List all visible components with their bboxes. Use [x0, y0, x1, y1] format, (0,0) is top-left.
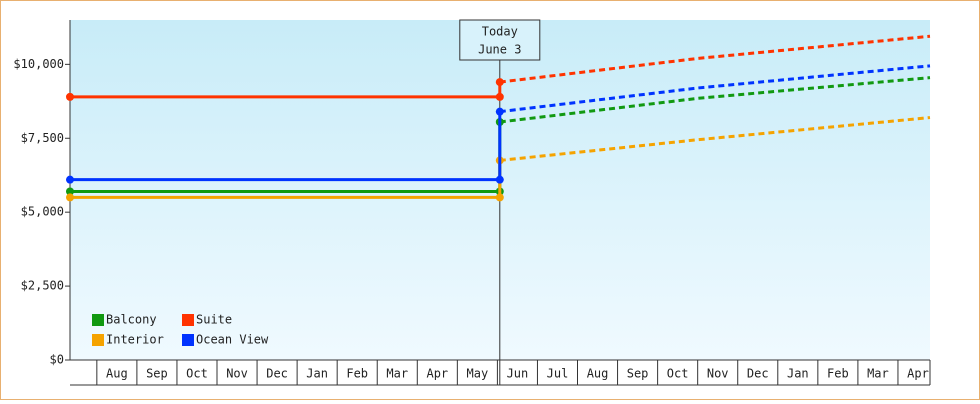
- x-tick-label: Feb: [827, 367, 849, 381]
- x-tick-label: Nov: [707, 367, 729, 381]
- legend-swatch: [182, 334, 194, 346]
- x-tick-label: Oct: [186, 367, 208, 381]
- x-tick-label: Dec: [747, 367, 769, 381]
- x-tick-label: Jan: [306, 367, 328, 381]
- point: [66, 187, 74, 196]
- point: [495, 78, 504, 87]
- point: [495, 175, 504, 184]
- x-tick-label: Nov: [226, 367, 248, 381]
- today-label: June 3: [478, 43, 521, 57]
- x-tick-label: Jul: [547, 367, 569, 381]
- x-tick-label: Apr: [907, 367, 929, 381]
- y-tick-label: $0: [50, 353, 64, 367]
- point: [66, 175, 74, 184]
- y-tick-label: $5,000: [21, 205, 64, 219]
- today-box: [459, 19, 541, 61]
- x-tick-label: Mar: [386, 367, 408, 381]
- y-tick-label: $2,500: [21, 279, 64, 293]
- y-tick-label: $7,500: [21, 131, 64, 145]
- forecast-line: [499, 116, 931, 162]
- legend-label: Ocean View: [196, 333, 269, 347]
- x-tick-label: Mar: [867, 367, 889, 381]
- forecast-line: [499, 34, 931, 84]
- point: [495, 107, 504, 116]
- y-tick-label: $10,000: [13, 57, 64, 71]
- forecast-line: [499, 76, 931, 124]
- forecast-line: [499, 64, 931, 114]
- x-tick-label: Apr: [426, 367, 448, 381]
- legend-label: Interior: [106, 333, 164, 347]
- x-tick-label: Sep: [627, 367, 649, 381]
- x-tick-label: Oct: [667, 367, 689, 381]
- legend-label: Suite: [196, 313, 232, 327]
- point: [66, 92, 74, 101]
- x-tick-label: May: [467, 367, 489, 381]
- point: [66, 193, 74, 202]
- x-tick-label: Jan: [787, 367, 809, 381]
- legend-swatch: [92, 314, 104, 326]
- point: [495, 193, 504, 202]
- x-tick-label: Feb: [346, 367, 368, 381]
- x-tick-label: Aug: [106, 367, 128, 381]
- point: [495, 92, 504, 101]
- x-tick-label: Aug: [587, 367, 609, 381]
- x-tick-label: Dec: [266, 367, 288, 381]
- x-tick-label: Sep: [146, 367, 168, 381]
- x-tick-label: Jun: [507, 367, 529, 381]
- legend-swatch: [92, 334, 104, 346]
- today-label: Today: [482, 25, 518, 39]
- legend-label: Balcony: [106, 313, 157, 327]
- legend-swatch: [182, 314, 194, 326]
